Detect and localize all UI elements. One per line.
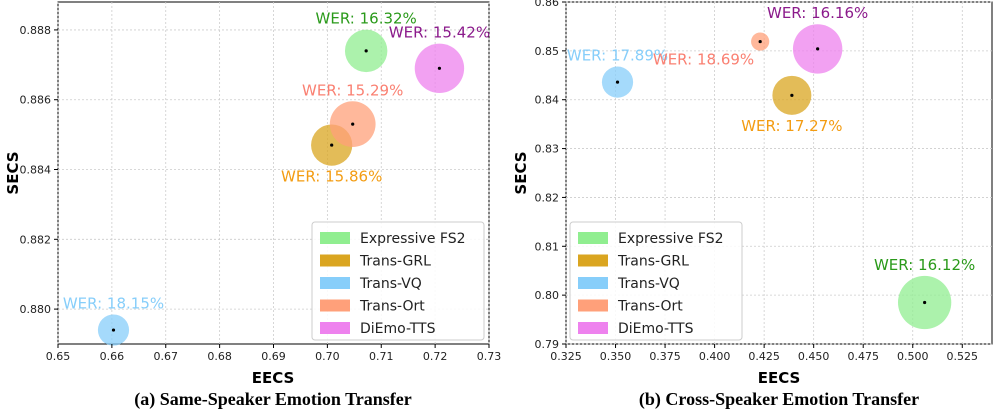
- wer-label: WER: 17.27%: [741, 117, 842, 135]
- legend-swatch: [320, 254, 350, 267]
- legend-b: Expressive FS2 Trans-GRL Trans-VQ Trans-Ort…: [569, 221, 743, 341]
- point-marker: [437, 66, 442, 70]
- point-marker: [615, 80, 620, 84]
- y-axis-label-b: SECS: [512, 151, 530, 194]
- legend-label: Trans-VQ: [359, 276, 422, 292]
- legend-swatch: [320, 232, 350, 244]
- ticks-b: 0.325 0.350 0.375 0.400 0.425 0.450 0.475 0.500…: [535, 0, 979, 363]
- legend-a: Expressive FS2 Trans-GRL Trans-VQ Trans-Ort…: [311, 221, 485, 341]
- point-marker: [351, 122, 355, 126]
- x-tick-label: 0.73: [477, 350, 502, 363]
- wer-label: WER: 16.12%: [874, 256, 975, 274]
- legend-swatch: [320, 322, 350, 334]
- legend-label: Trans-GRL: [617, 254, 689, 270]
- x-axis-label-a: EECS: [252, 369, 295, 387]
- legend-box: [569, 221, 743, 341]
- wer-label: WER: 17.89%: [567, 47, 668, 65]
- caption-a: (a) Same-Speaker Emotion Transfer: [134, 389, 411, 410]
- x-tick-label: 0.69: [261, 350, 286, 363]
- x-tick-label: 0.400: [699, 350, 731, 363]
- legend-swatch: [320, 299, 350, 312]
- point-marker: [364, 49, 368, 53]
- legend-swatch: [578, 232, 608, 244]
- y-tick-label: 0.85: [535, 45, 560, 58]
- x-tick-label: 0.375: [649, 350, 681, 363]
- points-a: WER: 16.32% WER: 15.86% WER: 18.15% WER: 15…: [63, 10, 490, 346]
- x-tick-label: 0.68: [207, 350, 232, 363]
- y-tick-label: 0.81: [535, 240, 560, 253]
- wer-label: WER: 18.69%: [653, 51, 754, 69]
- y-tick-label: 0.884: [20, 164, 52, 177]
- legend-swatch: [578, 254, 608, 267]
- y-tick-label: 0.84: [535, 94, 560, 107]
- ticks-a: 0.65 0.66 0.67 0.68 0.69 0.70 0.71 0.72 0.73 0.88…: [20, 24, 502, 363]
- y-tick-label: 0.82: [535, 191, 560, 204]
- legend-box: [311, 221, 485, 341]
- points-b: WER: 16.12% WER: 17.27% WER: 17.89%WER: 18…: [567, 4, 975, 330]
- legend-swatch: [578, 277, 608, 289]
- x-tick-label: 0.72: [423, 350, 448, 363]
- x-tick-label: 0.67: [154, 350, 179, 363]
- point-marker: [816, 47, 820, 51]
- point-marker: [790, 93, 794, 97]
- y-tick-label: 0.79: [535, 338, 560, 351]
- wer-label: WER: 15.29%: [302, 81, 403, 99]
- x-tick-label: 0.65: [46, 350, 71, 363]
- x-tick-label: 0.500: [897, 350, 929, 363]
- x-tick-label: 0.325: [550, 350, 582, 363]
- legend-label: Trans-Ort: [359, 299, 425, 315]
- legend-swatch: [578, 322, 608, 334]
- y-tick-label: 0.882: [20, 233, 52, 246]
- legend-label: Trans-Ort: [617, 299, 683, 315]
- legend-label: Trans-VQ: [617, 276, 680, 292]
- x-tick-label: 0.525: [947, 350, 979, 363]
- legend-swatch: [320, 277, 350, 289]
- legend-label: DiEmo-TTS: [360, 321, 436, 337]
- x-axis-label-b: EECS: [758, 369, 801, 387]
- legend-label: Expressive FS2: [360, 231, 466, 247]
- x-tick-label: 0.350: [600, 350, 632, 363]
- wer-label: WER: 18.15%: [63, 294, 164, 312]
- y-tick-label: 0.80: [535, 289, 560, 302]
- y-tick-label: 0.888: [20, 24, 52, 37]
- panel-same-speaker: WER: 16.32% WER: 15.86% WER: 18.15% WER: 15…: [4, 1, 502, 410]
- x-tick-label: 0.450: [798, 350, 830, 363]
- y-tick-label: 0.83: [535, 143, 560, 156]
- x-tick-label: 0.71: [369, 350, 394, 363]
- point-marker: [758, 39, 762, 44]
- legend-label: Trans-GRL: [359, 254, 431, 270]
- wer-label: WER: 15.86%: [281, 168, 382, 186]
- x-tick-label: 0.66: [100, 350, 125, 363]
- legend-label: Expressive FS2: [618, 231, 724, 247]
- y-tick-label: 0.886: [20, 94, 52, 107]
- y-tick-label: 0.86: [535, 0, 560, 9]
- wer-label: WER: 15.42%: [389, 24, 490, 42]
- y-axis-label-a: SECS: [4, 151, 22, 194]
- wer-label: WER: 16.16%: [767, 4, 868, 22]
- wer-label: WER: 16.32%: [316, 10, 417, 28]
- point-marker: [330, 143, 334, 147]
- panel-cross-speaker: WER: 16.12% WER: 17.27% WER: 17.89%WER: 18…: [512, 0, 993, 410]
- point-marker: [111, 328, 116, 332]
- x-tick-label: 0.475: [847, 350, 879, 363]
- caption-b: (b) Cross-Speaker Emotion Transfer: [639, 389, 919, 410]
- legend-swatch: [578, 299, 608, 312]
- legend-label: DiEmo-TTS: [618, 321, 694, 337]
- x-tick-label: 0.70: [315, 350, 340, 363]
- y-tick-label: 0.880: [20, 303, 52, 316]
- point-marker: [923, 300, 927, 305]
- x-tick-label: 0.425: [748, 350, 780, 363]
